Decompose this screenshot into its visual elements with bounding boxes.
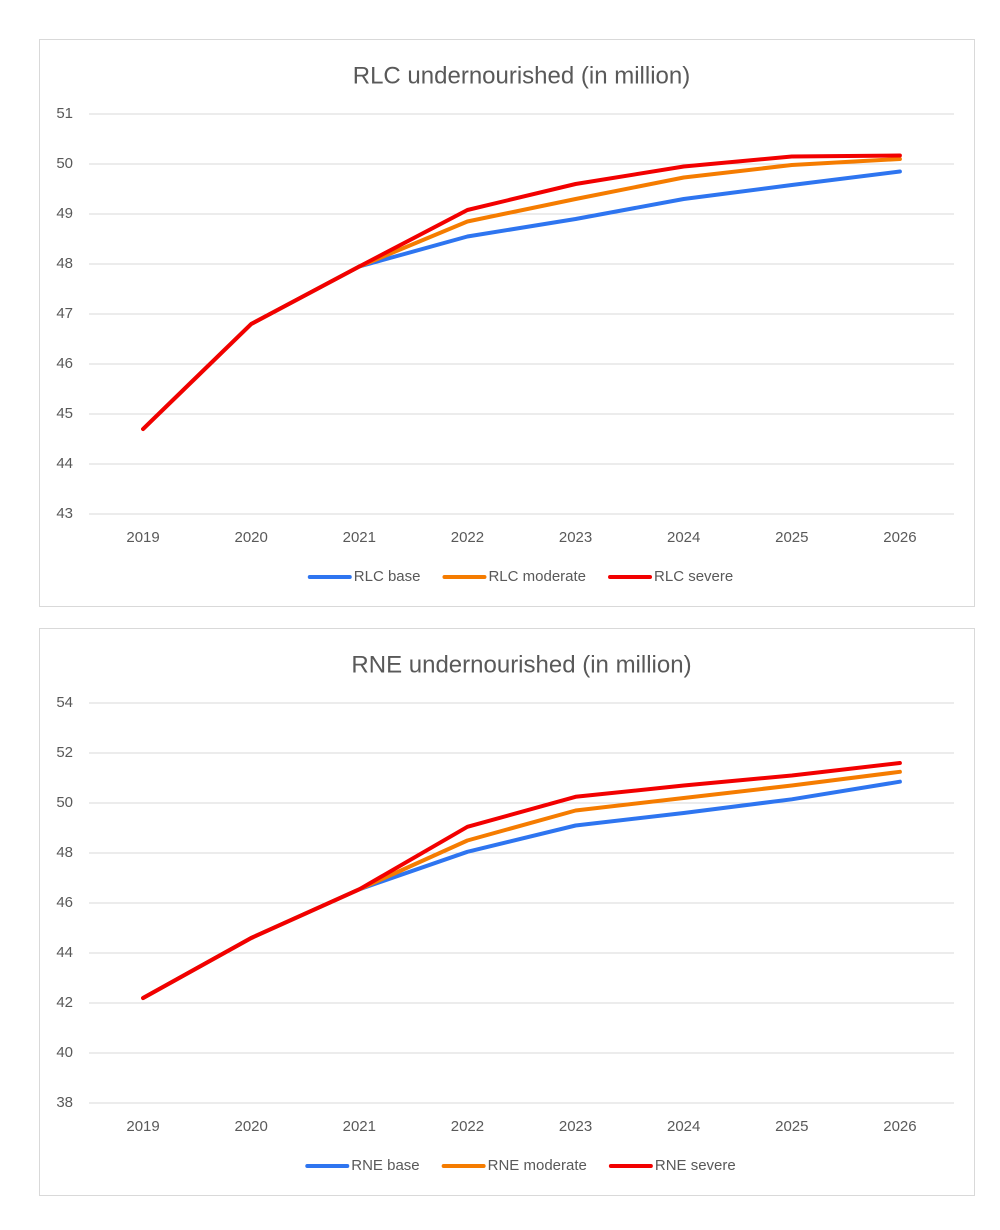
chart-0-y-tick-label: 51	[56, 105, 73, 122]
chart-1-legend-label-1: RNE moderate	[488, 1157, 587, 1174]
chart-0-legend-label-1: RLC moderate	[488, 568, 586, 585]
chart-1-y-tick-label: 52	[56, 744, 73, 761]
chart-1-y-tick-label: 54	[56, 694, 73, 711]
chart-0-legend: RLC base RLC moderate RLC severe	[307, 568, 733, 585]
chart-0-x-tick-label: 2021	[343, 529, 376, 546]
chart-0-x-tick-label: 2026	[883, 529, 916, 546]
chart-0-x-tick-label: 2019	[126, 529, 159, 546]
chart-1-y-tick-label: 44	[56, 944, 73, 961]
chart-0-x-tick-label: 2025	[775, 529, 808, 546]
chart-1-x-tick-label: 2021	[343, 1118, 376, 1135]
chart-1-y-tick-label: 46	[56, 894, 73, 911]
chart-0-y-tick-label: 49	[56, 205, 73, 222]
chart-1-legend-label-0: RNE base	[351, 1157, 419, 1174]
chart-0-x-tick-label: 2023	[559, 529, 592, 546]
chart-1-x-tick-label: 2022	[451, 1118, 484, 1135]
chart-1-x-tick-label: 2023	[559, 1118, 592, 1135]
chart-1-x-tick-label: 2020	[235, 1118, 268, 1135]
chart-1-y-tick-label: 48	[56, 844, 73, 861]
chart-1-title: RNE undernourished (in million)	[351, 651, 691, 678]
chart-0-y-tick-label: 46	[56, 355, 73, 372]
chart-1-x-tick-label: 2026	[883, 1118, 916, 1135]
chart-1-series-line-0	[141, 779, 902, 1000]
chart-0-title: RLC undernourished (in million)	[353, 62, 691, 89]
chart-1-x-tick-label: 2019	[126, 1118, 159, 1135]
chart-0-y-tick-label: 50	[56, 155, 73, 172]
chart-0-series-line-1	[141, 157, 902, 431]
chart-1-y-tick-label: 42	[56, 994, 73, 1011]
chart-0-legend-label-2: RLC severe	[654, 568, 733, 585]
chart-rne: RNE undernourished (in million) 38 40 42 44 4…	[56, 651, 954, 1174]
chart-0-x-tick-label: 2020	[235, 529, 268, 546]
chart-0-y-tick-label: 48	[56, 255, 73, 272]
chart-1-x-tick-label: 2025	[775, 1118, 808, 1135]
chart-0-y-tick-label: 44	[56, 455, 73, 472]
chart-1-y-tick-label: 38	[56, 1094, 73, 1111]
chart-1-series-line-2	[141, 761, 902, 1000]
chart-0-x-tick-label: 2024	[667, 529, 700, 546]
chart-0-y-tick-label: 43	[56, 505, 73, 522]
chart-rlc: RLC undernourished (in million) 43 44 45 46 4…	[56, 62, 954, 585]
chart-0-series-line-2	[141, 153, 902, 431]
chart-0-x-tick-label: 2022	[451, 529, 484, 546]
chart-0-y-tick-label: 47	[56, 305, 73, 322]
chart-0-y-tick-label: 45	[56, 405, 73, 422]
chart-1-y-tick-label: 40	[56, 1044, 73, 1061]
chart-panel-rlc: RLC undernourished (in million) 43 44 45 46 4…	[39, 39, 975, 607]
chart-1-legend: RNE base RNE moderate RNE severe	[305, 1157, 736, 1174]
chart-0-legend-label-0: RLC base	[354, 568, 421, 585]
chart-panel-rne: RNE undernourished (in million) 38 40 42 44 4…	[39, 628, 975, 1196]
chart-1-y-tick-label: 50	[56, 794, 73, 811]
chart-1-series-line-1	[141, 769, 902, 1000]
chart-1-legend-label-2: RNE severe	[655, 1157, 736, 1174]
chart-1-x-tick-label: 2024	[667, 1118, 700, 1135]
